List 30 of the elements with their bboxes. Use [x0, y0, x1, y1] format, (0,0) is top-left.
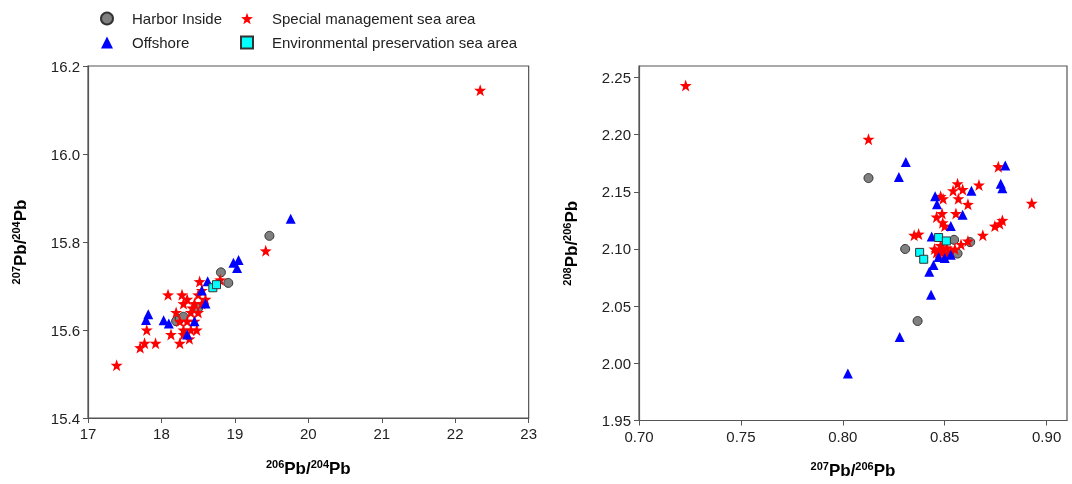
- legend-label: Special management sea area: [272, 10, 477, 27]
- x-tick-label: 17: [79, 425, 97, 442]
- y-tick-label: 15.4: [50, 409, 80, 427]
- x-tick-label: 22: [446, 425, 464, 442]
- y-tick-label: 2.00: [601, 354, 631, 372]
- y-axis-title: 208Pb/206Pb: [560, 200, 581, 286]
- y-tick-label: 2.25: [601, 68, 631, 86]
- y-tick-label: 16.2: [50, 57, 80, 75]
- x-tick-label: 23: [520, 425, 537, 442]
- x-tick-label: 0.80: [828, 427, 858, 445]
- x-tick-label: 0.75: [726, 427, 756, 445]
- y-axis-title: 207Pb/204Pb: [9, 199, 30, 285]
- x-tick-label: 0.70: [624, 427, 654, 445]
- y-tick-label: 15.8: [50, 233, 80, 251]
- x-tick-label: 20: [299, 425, 317, 442]
- y-tick-label: 16.0: [50, 145, 80, 163]
- x-tick-label: 18: [153, 425, 170, 442]
- x-tick-label: 21: [373, 425, 391, 442]
- legend-label: Harbor Inside: [132, 10, 223, 27]
- x-tick-label: 0.85: [930, 427, 960, 445]
- legend-label: Offshore: [132, 34, 190, 51]
- x-tick-label: 19: [226, 425, 244, 442]
- legend-label: Environmental preservation sea area: [272, 34, 518, 51]
- x-tick-label: 0.90: [1032, 427, 1062, 445]
- y-tick-label: 2.20: [601, 126, 631, 144]
- y-tick-label: 2.10: [601, 240, 631, 258]
- y-tick-label: 2.05: [601, 297, 631, 315]
- y-tick-label: 2.15: [601, 183, 631, 201]
- y-tick-label: 1.95: [601, 412, 631, 429]
- y-tick-label: 15.6: [50, 321, 80, 339]
